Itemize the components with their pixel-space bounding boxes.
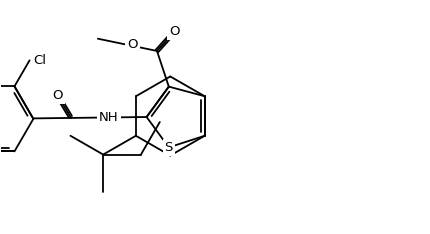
Text: O: O bbox=[52, 89, 63, 102]
Text: O: O bbox=[169, 25, 180, 38]
Text: S: S bbox=[165, 141, 173, 154]
Text: Cl: Cl bbox=[34, 54, 46, 67]
Text: NH: NH bbox=[99, 111, 119, 124]
Text: O: O bbox=[127, 38, 138, 51]
